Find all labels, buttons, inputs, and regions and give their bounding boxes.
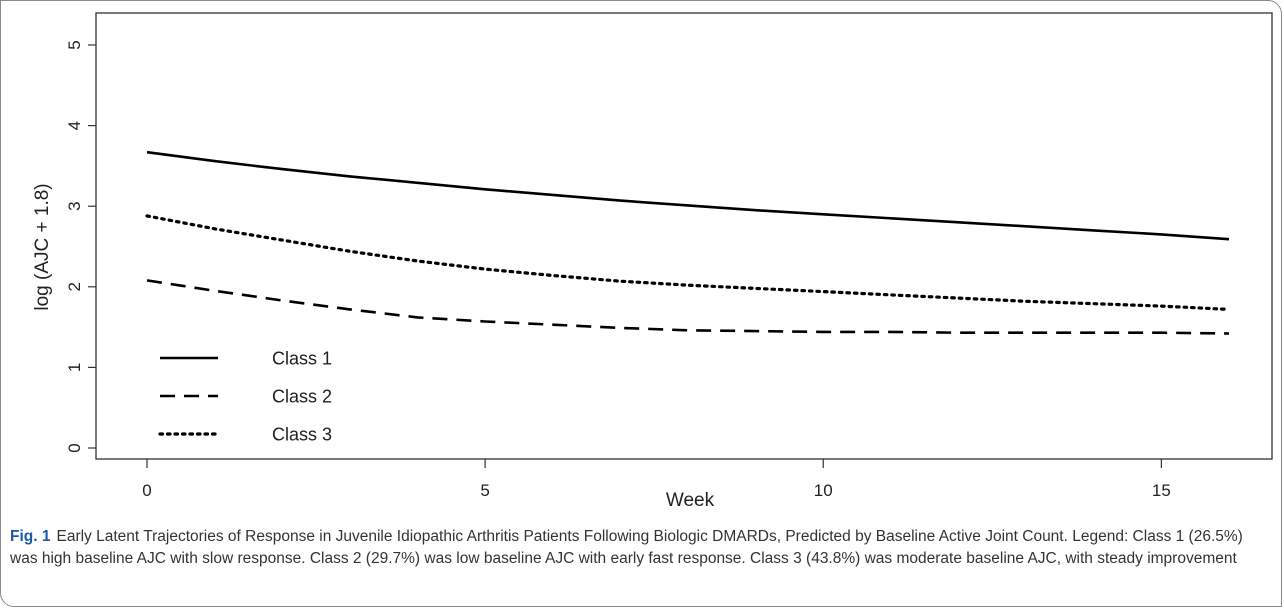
y-tick-label: 5 [65,40,84,49]
line-chart: 0 1 2 3 4 5 0 5 10 15 Class 1 Class 2 Class 3 log (… [32,12,1273,511]
x-tick-label: 5 [480,481,489,500]
caption-text: Early Latent Trajectories of Response in… [10,528,1243,567]
series-line-class-2 [146,279,1230,335]
y-tick-label: 4 [65,121,84,130]
y-tick-label: 2 [65,282,84,291]
legend-label: Class 2 [272,386,332,406]
x-axis-title: Week [666,490,715,511]
y-tick-label: 0 [65,443,84,452]
axes: 0 1 2 3 4 5 0 5 10 15 [65,12,1273,500]
series-line-class-1 [146,150,1230,241]
series-line-class-3 [145,214,1231,311]
legend-label: Class 1 [272,348,332,368]
y-tick-label: 3 [65,201,84,210]
plot-box [95,12,1273,460]
y-axis-title: log (AJC + 1.8) [32,183,53,310]
figure-caption: Fig. 1 Early Latent Trajectories of Respo… [10,526,1272,570]
x-tick-label: 0 [142,481,151,500]
legend: Class 1 Class 2 Class 3 [158,348,332,444]
figure-label: Fig. 1 [10,528,51,545]
y-tick-label: 1 [65,363,84,372]
x-tick-label: 10 [814,481,833,500]
legend-label: Class 3 [272,424,332,444]
series-lines [145,150,1231,335]
x-tick-label: 15 [1152,481,1171,500]
